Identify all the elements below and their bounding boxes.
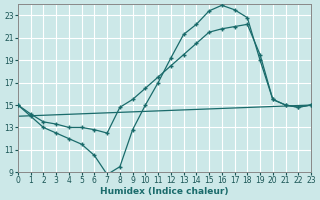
X-axis label: Humidex (Indice chaleur): Humidex (Indice chaleur) <box>100 187 229 196</box>
